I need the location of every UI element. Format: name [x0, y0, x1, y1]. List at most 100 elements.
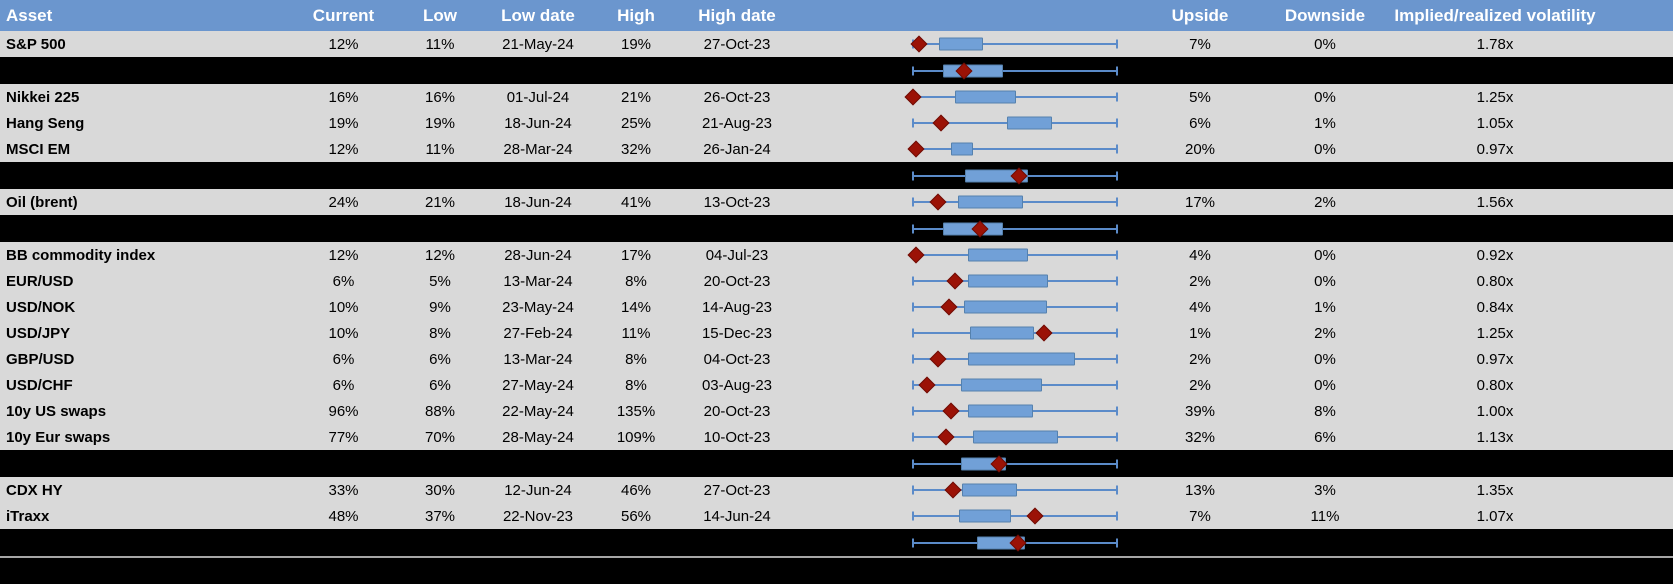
high-date-cell: 10-Oct-23	[703, 428, 771, 446]
whisker-cap-left-icon	[912, 511, 914, 521]
current-diamond-icon	[932, 114, 950, 132]
low-cell: 5%	[429, 272, 451, 290]
boxplot-track	[912, 320, 1118, 346]
current-cell: 6%	[332, 272, 355, 290]
current-diamond-icon	[907, 246, 925, 264]
whisker-cap-left-icon	[912, 224, 914, 233]
low-cell: 19%	[424, 114, 456, 132]
whisker-cap-right-icon	[1116, 354, 1118, 364]
high-date-cell: 27-Oct-23	[703, 35, 771, 53]
boxplot-cell	[790, 136, 1130, 162]
current-diamond-icon	[940, 298, 958, 316]
whisker-cap-right-icon	[1116, 328, 1118, 338]
current-cell: 12%	[328, 246, 359, 264]
range-box	[968, 404, 1033, 418]
low-date-cell: 28-Jun-24	[504, 246, 572, 264]
range-box	[938, 37, 983, 51]
boxplot-track	[912, 372, 1118, 398]
whisker-cap-right-icon	[1116, 144, 1118, 154]
low-cell: 12%	[424, 246, 456, 264]
low-cell: 11%	[425, 140, 455, 158]
whisker-line	[913, 515, 1117, 517]
high-date-cell: 04-Jul-23	[705, 246, 769, 264]
range-box	[955, 90, 1016, 104]
current-cell: 19%	[328, 114, 359, 132]
range-box	[968, 274, 1049, 288]
low-date-cell: 12-Jun-24	[504, 481, 572, 499]
current-diamond-icon	[944, 481, 962, 499]
implied-realized-cell: 0.97x	[1476, 140, 1514, 158]
range-box	[958, 195, 1023, 209]
high-cell: 21%	[620, 88, 652, 106]
whisker-cap-left-icon	[912, 459, 914, 468]
whisker-cap-left-icon	[912, 118, 914, 128]
low-date-cell: 22-Nov-23	[502, 507, 574, 525]
high-date-cell: 04-Oct-23	[703, 350, 771, 368]
low-date-cell: 01-Jul-24	[506, 88, 570, 106]
whisker-cap-right-icon	[1116, 432, 1118, 442]
low-cell: 16%	[424, 88, 456, 106]
asset-name-cell: GBP/USD	[6, 350, 75, 368]
implied-realized-cell: 1.13x	[1476, 428, 1514, 446]
whisker-line	[913, 69, 1117, 72]
downside-cell: 2%	[1314, 193, 1336, 211]
current-cell: 12%	[328, 35, 359, 53]
current-diamond-icon	[929, 350, 947, 368]
range-box	[968, 352, 1075, 366]
low-cell: 88%	[424, 402, 456, 420]
implied-realized-cell: 1.25x	[1476, 88, 1514, 106]
upside-cell: 4%	[1189, 246, 1211, 264]
current-diamond-icon	[929, 193, 947, 211]
whisker-cap-right-icon	[1116, 92, 1118, 102]
whisker-cap-right-icon	[1116, 538, 1118, 547]
whisker-cap-left-icon	[912, 380, 914, 390]
table-header-row: Asset Current Low Low date High High dat…	[0, 0, 1673, 31]
high-date-cell: 26-Oct-23	[703, 88, 771, 106]
whisker-cap-right-icon	[1116, 459, 1118, 468]
high-date-cell: 20-Oct-23	[703, 272, 771, 290]
asset-name-cell: 10y Eur swaps	[6, 428, 111, 446]
asset-name-cell: Nikkei 225	[6, 88, 80, 106]
summary-separator-row	[0, 57, 1673, 84]
boxplot-cell	[790, 529, 1130, 556]
whisker-cap-left-icon	[912, 66, 914, 75]
current-cell: 24%	[328, 193, 359, 211]
current-cell: 48%	[328, 507, 359, 525]
downside-cell: 3%	[1314, 481, 1336, 499]
downside-cell: 0%	[1314, 35, 1336, 53]
whisker-cap-left-icon	[912, 171, 914, 180]
low-cell: 11%	[425, 35, 455, 53]
header-current: Current	[312, 5, 375, 25]
boxplot-track	[912, 477, 1118, 503]
boxplot-cell	[790, 268, 1130, 294]
implied-realized-cell: 1.00x	[1476, 402, 1514, 420]
low-date-cell: 23-May-24	[502, 298, 574, 316]
asset-name-cell: CDX HY	[6, 481, 63, 499]
downside-cell: 8%	[1314, 402, 1336, 420]
boxplot-track	[907, 136, 1118, 162]
high-date-cell: 14-Aug-23	[701, 298, 773, 316]
boxplot-cell	[790, 320, 1130, 346]
row-spacer	[1610, 31, 1673, 57]
table-row: GBP/USD 6% 6% 13-Mar-24 8% 04-Oct-23 2% …	[0, 346, 1673, 372]
boxplot-track	[912, 450, 1118, 477]
boxplot-track	[912, 346, 1118, 372]
boxplot-track	[904, 84, 1118, 110]
header-high: High	[617, 5, 655, 25]
current-diamond-icon	[907, 140, 925, 158]
current-cell: 10%	[328, 324, 359, 342]
low-date-cell: 28-May-24	[502, 428, 574, 446]
current-diamond-icon	[918, 376, 936, 394]
whisker-cap-right-icon	[1116, 380, 1118, 390]
whisker-cap-right-icon	[1116, 66, 1118, 75]
boxplot-track	[912, 162, 1118, 189]
boxplot-track	[912, 424, 1118, 450]
low-date-cell: 28-Mar-24	[503, 140, 573, 158]
header-implied-realized-volatility: Implied/realized volatility	[1394, 5, 1596, 25]
implied-realized-cell: 0.97x	[1476, 350, 1514, 368]
downside-cell: 0%	[1314, 272, 1336, 290]
table-row: EUR/USD 6% 5% 13-Mar-24 8% 20-Oct-23 2% …	[0, 268, 1673, 294]
row-spacer	[1610, 242, 1673, 268]
asset-name-cell: iTraxx	[6, 507, 50, 525]
